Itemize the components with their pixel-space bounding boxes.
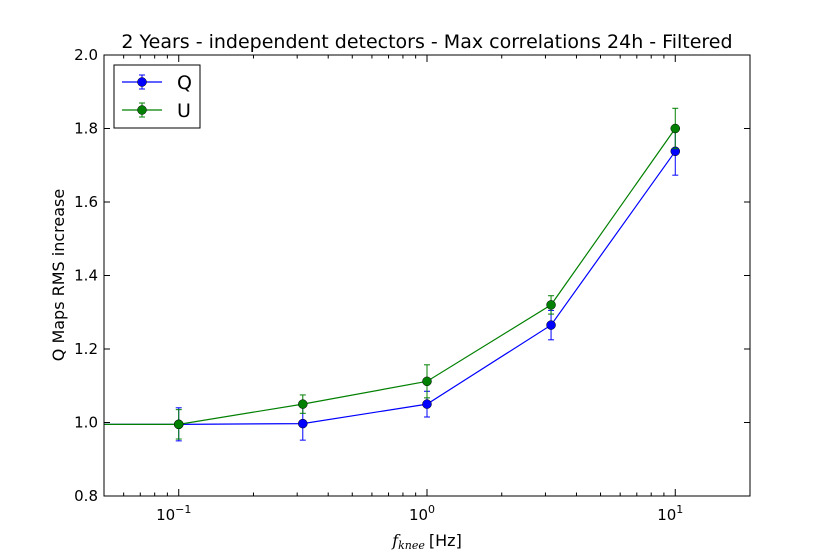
data-point-q [298,418,308,429]
series-line-u [104,128,676,425]
data-point-u [670,123,681,134]
y-tick-label: 1.2 [74,340,98,358]
legend-entry-q: Q [122,72,192,94]
data-point-u [173,419,184,430]
x-tick-label: 101 [657,503,683,524]
data-point-u [422,376,432,387]
legend-entry-u: U [122,100,191,122]
y-tick-label: 1.4 [74,267,98,285]
data-point-q [422,399,432,409]
y-tick-label: 2.0 [74,46,98,64]
y-tick-label: 1.6 [74,193,98,211]
data-point-u [546,300,556,310]
data-point-u [298,399,308,409]
plot-background [104,55,750,496]
chart-title: 2 Years - independent detectors - Max co… [121,31,732,53]
x-tick-label: 10−1 [156,503,191,524]
legend-marker-q [137,77,147,87]
x-axis-title-f: f [391,531,401,550]
series-u [104,107,681,440]
legend-frame [113,64,201,129]
y-tick-label: 1.8 [74,120,98,138]
legend-label-u: U [177,100,191,122]
legend-label-q: Q [177,72,192,94]
x-tick-label: 100 [409,503,435,524]
legend-marker-u [137,105,147,115]
y-axis-title: Q Maps RMS increase [49,189,68,361]
y-tick-label: 1.0 [74,414,98,432]
y-tick-label: 0.8 [74,487,98,505]
x-axis-title-subscript: knee [398,539,425,552]
x-axis-title-unit: [Hz] [429,531,462,550]
x-axis-title: fknee [Hz] [391,531,462,552]
data-point-q [546,320,556,330]
legend: Q U [113,64,201,129]
